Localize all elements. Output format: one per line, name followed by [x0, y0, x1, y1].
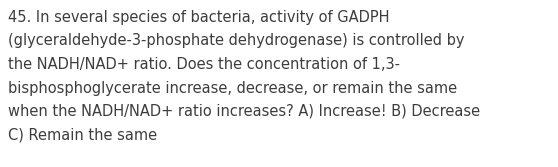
Text: when the NADH/NAD+ ratio increases? A) Increase! B) Decrease: when the NADH/NAD+ ratio increases? A) I…	[8, 104, 480, 119]
Text: bisphosphoglycerate increase, decrease, or remain the same: bisphosphoglycerate increase, decrease, …	[8, 80, 458, 96]
Text: the NADH/NAD+ ratio. Does the concentration of 1,3-: the NADH/NAD+ ratio. Does the concentrat…	[8, 57, 401, 72]
Text: (glyceraldehyde-3-phosphate dehydrogenase) is controlled by: (glyceraldehyde-3-phosphate dehydrogenas…	[8, 34, 465, 48]
Text: 45. In several species of bacteria, activity of GADPH: 45. In several species of bacteria, acti…	[8, 10, 390, 25]
Text: C) Remain the same: C) Remain the same	[8, 127, 157, 142]
